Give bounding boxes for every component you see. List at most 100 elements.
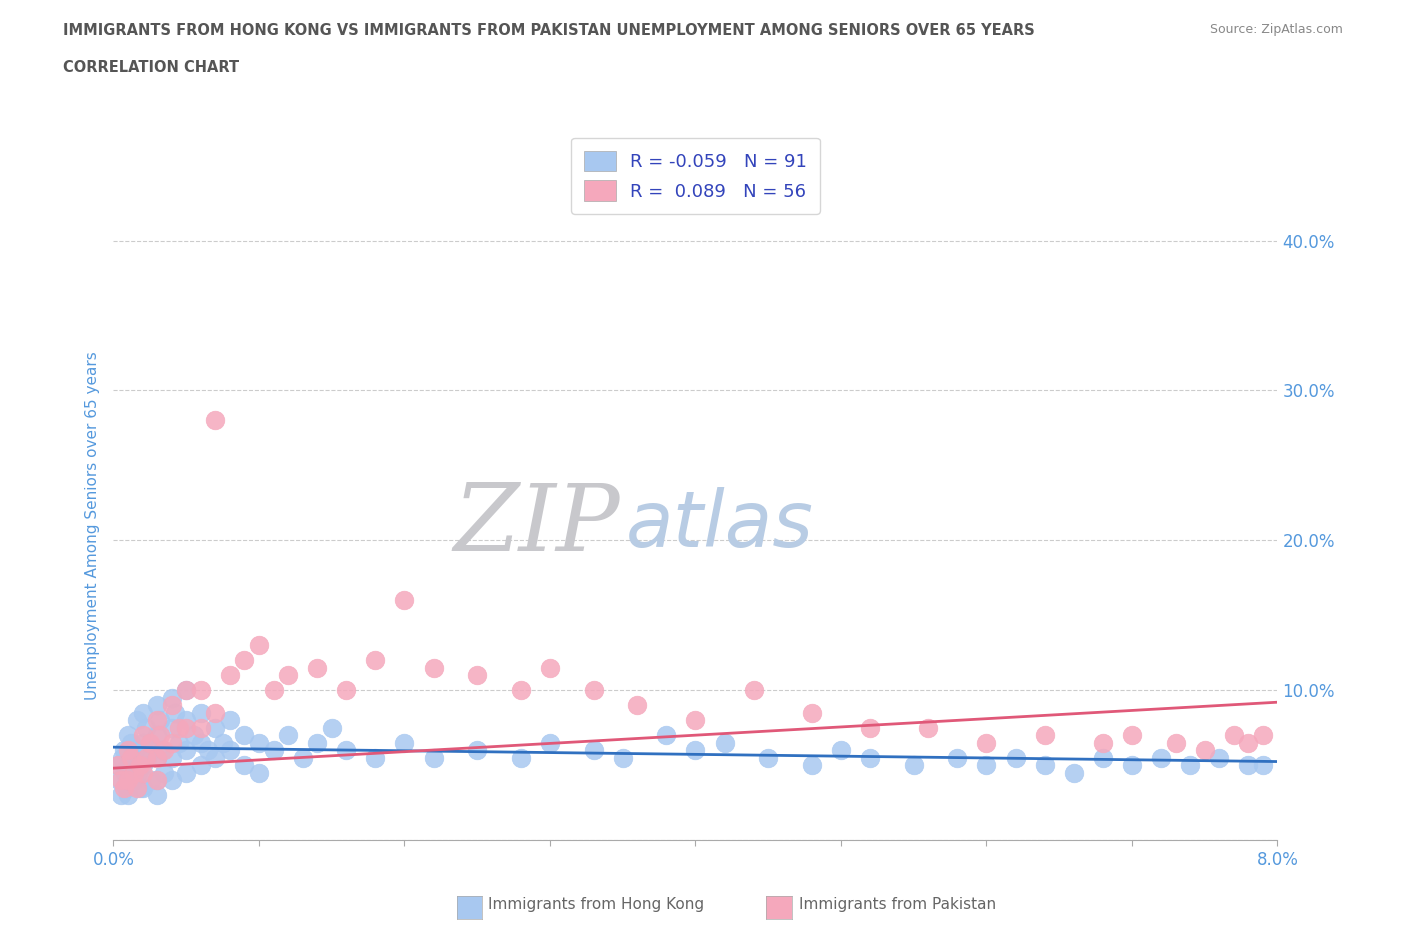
- Point: [139, 736, 162, 751]
- Point: [107, 758, 129, 773]
- Point: [1063, 765, 1085, 780]
- Point: [1208, 751, 1230, 765]
- Point: [1237, 736, 1260, 751]
- Point: [112, 743, 135, 758]
- Point: [167, 736, 190, 751]
- Point: [153, 743, 176, 758]
- Point: [233, 758, 256, 773]
- Point: [131, 705, 153, 720]
- Point: [131, 780, 153, 795]
- Point: [136, 751, 159, 765]
- Point: [204, 705, 226, 720]
- Point: [131, 758, 153, 773]
- Point: [146, 728, 169, 743]
- Point: [307, 660, 329, 675]
- Point: [465, 668, 488, 683]
- Point: [1091, 751, 1114, 765]
- Point: [335, 743, 357, 758]
- Point: [538, 660, 561, 675]
- Point: [120, 751, 142, 765]
- Point: [917, 720, 939, 735]
- Point: [612, 751, 634, 765]
- Point: [174, 683, 197, 698]
- Point: [204, 413, 226, 428]
- Point: [903, 758, 925, 773]
- Point: [146, 751, 169, 765]
- Point: [112, 780, 135, 795]
- Point: [291, 751, 314, 765]
- Point: [128, 758, 150, 773]
- Point: [150, 743, 173, 758]
- Point: [1033, 758, 1056, 773]
- Point: [946, 751, 969, 765]
- Point: [146, 773, 169, 788]
- Text: IMMIGRANTS FROM HONG KONG VS IMMIGRANTS FROM PAKISTAN UNEMPLOYMENT AMONG SENIORS: IMMIGRANTS FROM HONG KONG VS IMMIGRANTS …: [63, 23, 1035, 38]
- Point: [742, 683, 765, 698]
- Point: [394, 736, 416, 751]
- Point: [190, 705, 212, 720]
- Point: [830, 743, 852, 758]
- Point: [204, 720, 226, 735]
- Point: [655, 728, 678, 743]
- Point: [1164, 736, 1187, 751]
- Point: [1121, 758, 1143, 773]
- Point: [122, 773, 145, 788]
- Point: [120, 736, 142, 751]
- Point: [174, 743, 197, 758]
- Point: [117, 773, 139, 788]
- Point: [127, 765, 149, 780]
- Point: [247, 736, 270, 751]
- Point: [146, 751, 169, 765]
- Point: [394, 592, 416, 607]
- Point: [160, 720, 183, 735]
- Point: [121, 751, 143, 765]
- Point: [219, 743, 242, 758]
- Point: [800, 705, 823, 720]
- Text: CORRELATION CHART: CORRELATION CHART: [63, 60, 239, 75]
- Point: [247, 765, 270, 780]
- Point: [117, 743, 139, 758]
- Point: [174, 720, 197, 735]
- Point: [190, 736, 212, 751]
- Point: [335, 683, 357, 698]
- Point: [149, 712, 172, 727]
- Point: [976, 736, 998, 751]
- Point: [160, 698, 183, 712]
- Point: [1033, 728, 1056, 743]
- Point: [364, 653, 387, 668]
- Point: [146, 712, 169, 727]
- Point: [146, 698, 169, 712]
- Point: [131, 728, 153, 743]
- Point: [582, 683, 605, 698]
- Point: [117, 758, 139, 773]
- Point: [174, 712, 197, 727]
- Point: [263, 683, 285, 698]
- Point: [160, 773, 183, 788]
- Point: [117, 728, 139, 743]
- Point: [114, 765, 136, 780]
- Point: [626, 698, 648, 712]
- Point: [364, 751, 387, 765]
- Point: [128, 780, 150, 795]
- Point: [465, 743, 488, 758]
- Point: [174, 765, 197, 780]
- Point: [124, 743, 146, 758]
- Point: [125, 712, 148, 727]
- Text: Source: ZipAtlas.com: Source: ZipAtlas.com: [1209, 23, 1343, 36]
- Point: [134, 751, 156, 765]
- Y-axis label: Unemployment Among Seniors over 65 years: Unemployment Among Seniors over 65 years: [86, 351, 100, 699]
- Point: [1121, 728, 1143, 743]
- Point: [1222, 728, 1244, 743]
- Point: [422, 660, 444, 675]
- Point: [1091, 736, 1114, 751]
- Point: [115, 780, 138, 795]
- Point: [509, 751, 531, 765]
- Point: [197, 743, 219, 758]
- Point: [153, 765, 176, 780]
- Point: [117, 788, 139, 803]
- Point: [538, 736, 561, 751]
- Point: [141, 773, 163, 788]
- Point: [1194, 743, 1216, 758]
- Point: [149, 728, 172, 743]
- Text: Immigrants from Pakistan: Immigrants from Pakistan: [799, 897, 995, 912]
